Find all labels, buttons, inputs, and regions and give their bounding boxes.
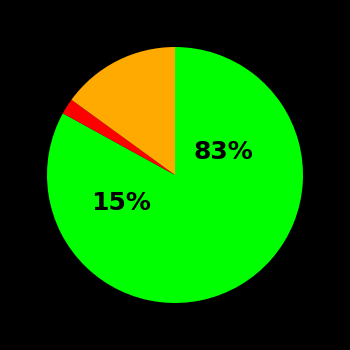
Wedge shape [63, 100, 175, 175]
Wedge shape [71, 47, 175, 175]
Text: 15%: 15% [91, 191, 151, 215]
Wedge shape [47, 47, 303, 303]
Text: 83%: 83% [194, 140, 253, 164]
